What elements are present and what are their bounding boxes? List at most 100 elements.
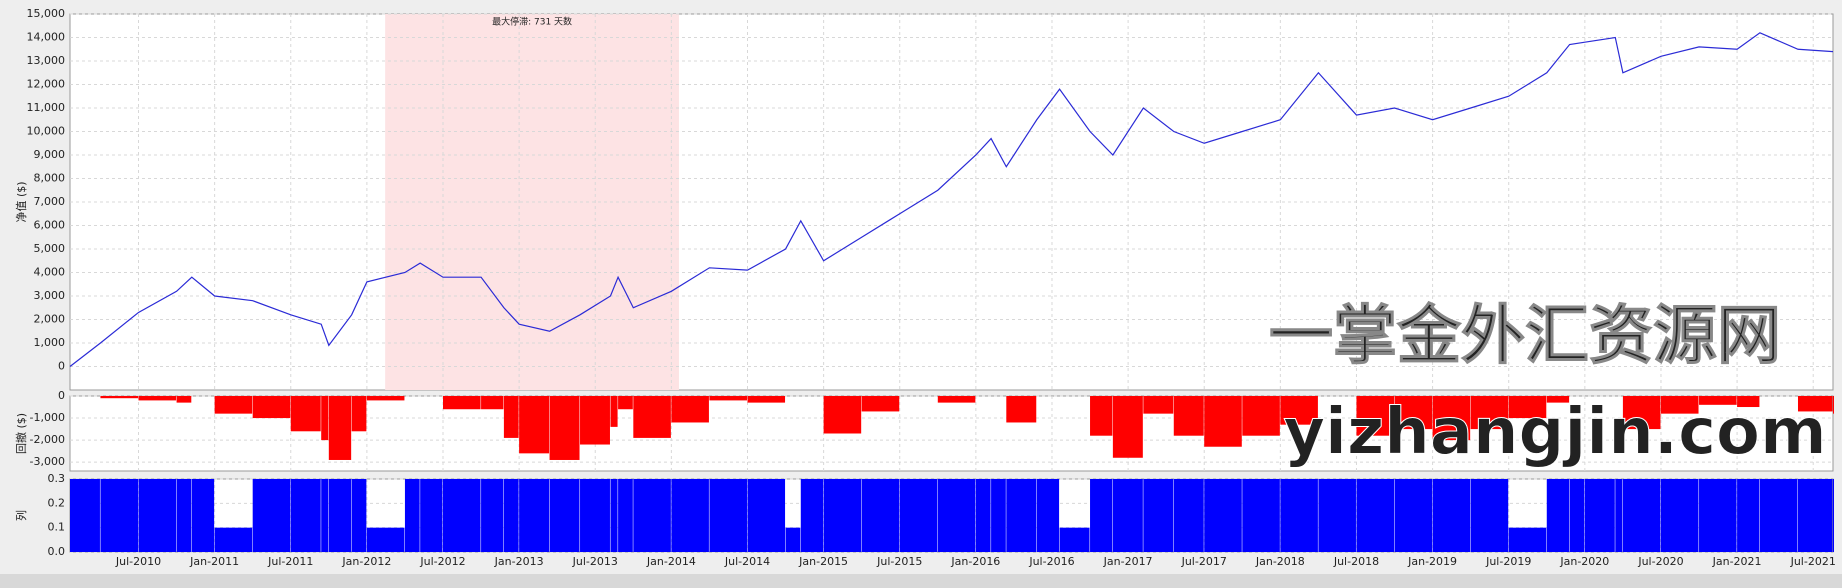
bar (633, 479, 671, 552)
bar (503, 479, 519, 552)
bar (1356, 479, 1395, 552)
bar (1143, 479, 1174, 552)
bar (991, 479, 1006, 552)
bar (823, 396, 862, 434)
bar (404, 479, 420, 552)
x-tick-label: Jan-2011 (189, 555, 239, 568)
bar (861, 396, 900, 412)
plot-area (69, 13, 1834, 391)
bar (1059, 527, 1090, 552)
bar (1660, 396, 1699, 414)
bar (1394, 479, 1433, 552)
y-tick-label: -3,000 (30, 455, 65, 468)
bar (481, 396, 504, 410)
y-tick-label: 5,000 (34, 242, 66, 255)
bar (1394, 396, 1433, 430)
y-tick-label: 13,000 (27, 54, 66, 67)
bar (800, 479, 824, 552)
bar (443, 479, 481, 552)
x-tick-label: Jan-2012 (341, 555, 391, 568)
x-tick-label: Jan-2021 (1712, 555, 1762, 568)
bar (580, 479, 610, 552)
watermark: 一掌金外汇资源网 (1269, 300, 1781, 374)
x-tick-label: Jul-2014 (724, 555, 770, 568)
x-tick-label: Jan-2013 (494, 555, 544, 568)
bar (214, 527, 253, 552)
bar (1280, 479, 1318, 552)
y-tick-label: 9,000 (34, 148, 66, 161)
x-tick-label: Jan-2019 (1407, 555, 1457, 568)
x-tick-label: Jul-2019 (1485, 555, 1531, 568)
x-tick-label: Jan-2014 (646, 555, 696, 568)
bar (1173, 396, 1204, 436)
bar (1759, 479, 1798, 552)
bar (1737, 396, 1760, 408)
bar (671, 396, 709, 423)
x-tick-label: Jul-2021 (1790, 555, 1836, 568)
bar (709, 396, 747, 401)
x-tick-label: Jul-2016 (1028, 555, 1074, 568)
bar (519, 479, 550, 552)
x-tick-label: Jul-2020 (1637, 555, 1683, 568)
bar (328, 479, 352, 552)
x-tick-label: Jan-2015 (798, 555, 848, 568)
bar (1470, 396, 1509, 430)
bar (1242, 479, 1280, 552)
x-tick-label: Jul-2012 (419, 555, 465, 568)
bar (100, 479, 139, 552)
y-tick-label: 4,000 (34, 266, 66, 279)
bar (1797, 396, 1833, 412)
bar (1112, 396, 1143, 458)
bar (191, 479, 215, 552)
bar (610, 396, 618, 427)
x-tick-label: Jul-2013 (572, 555, 618, 568)
bar (937, 479, 976, 552)
bar (1318, 479, 1356, 552)
y-tick-label: 14,000 (27, 31, 66, 44)
bar (1622, 479, 1661, 552)
bar (1584, 479, 1615, 552)
bar (1508, 396, 1547, 419)
y-tick-label: 2,000 (34, 313, 66, 326)
y-axis-label: 回撤 ($) (14, 413, 28, 454)
bar (1622, 396, 1661, 430)
x-tick-label: Jul-2011 (267, 555, 313, 568)
bar (1737, 479, 1760, 552)
y-tick-label: -1,000 (30, 411, 65, 424)
bar (290, 479, 321, 552)
annotation: 最大停滞: 731 天数 (492, 16, 572, 28)
bar (214, 396, 253, 414)
bar (975, 479, 991, 552)
bar (481, 479, 504, 552)
bar (252, 479, 291, 552)
bar (1470, 479, 1509, 552)
y-tick-label: 11,000 (27, 101, 66, 114)
y-tick-label: 6,000 (34, 219, 66, 232)
bar (351, 479, 367, 552)
x-tick-label: Jan-2016 (950, 555, 1000, 568)
bar (176, 396, 192, 403)
bar (1546, 396, 1570, 403)
bar (618, 396, 633, 410)
bar (580, 396, 610, 445)
bar (328, 396, 352, 460)
bar (861, 479, 900, 552)
bar (549, 396, 580, 460)
bar (176, 479, 192, 552)
status-bar (0, 574, 1842, 588)
watermark: yizhangjin.com (1283, 396, 1826, 470)
bar (1615, 479, 1623, 552)
bar (747, 479, 786, 552)
y-tick-label: 8,000 (34, 172, 66, 185)
bar (70, 479, 100, 552)
bar (1569, 479, 1585, 552)
bar (503, 396, 519, 438)
x-tick-label: Jul-2018 (1333, 555, 1379, 568)
bar (1112, 479, 1143, 552)
y-tick-label: 10,000 (27, 125, 66, 138)
bar (1508, 527, 1547, 552)
bar (1280, 396, 1318, 425)
bar (321, 479, 329, 552)
y-tick-label: 0 (58, 360, 65, 373)
y-tick-label: 12,000 (27, 78, 66, 91)
